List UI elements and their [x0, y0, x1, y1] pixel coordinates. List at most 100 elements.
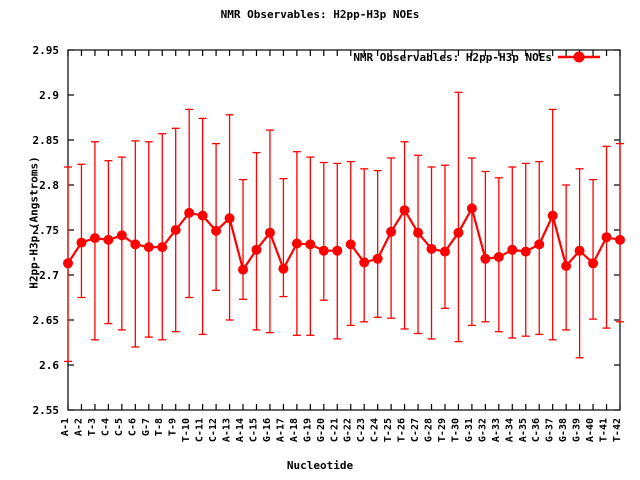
x-tick-label: G-38	[558, 418, 569, 442]
x-tick-label: C-27	[410, 418, 421, 442]
x-tick-label: T-29	[437, 418, 448, 442]
x-tick-label: G-16	[262, 418, 273, 442]
y-axis-ticks: 2.55 2.6 2.65 2.7 2.75 2.8 2.85 2.9 2.95	[33, 44, 620, 417]
y-tick-label: 2.7	[39, 269, 59, 282]
x-tick-label: G-7	[141, 418, 152, 436]
data-point	[588, 258, 599, 269]
data-point	[184, 207, 195, 218]
x-tick-label: G-19	[302, 418, 313, 442]
x-tick-label: C-5	[114, 418, 125, 436]
x-tick-label: G-22	[343, 418, 354, 442]
data-point	[170, 225, 181, 235]
x-tick-label: A-13	[222, 418, 233, 442]
x-tick-label: T-30	[450, 418, 461, 442]
data-point	[211, 225, 222, 236]
x-tick-label: C-24	[370, 418, 381, 442]
x-axis-tick-labels: A-1 A-2 T-3 C-4 C-5 C-6 G-7 T-8 T-9 T-10 C-11 C-12 A…	[60, 418, 623, 442]
data-point	[372, 253, 383, 264]
y-tick-label: 2.6	[39, 359, 59, 372]
chart-legend: NMR Observables: H2pp-H3p NOEs	[353, 51, 600, 64]
data-point	[386, 226, 397, 237]
data-point	[278, 263, 289, 274]
y-tick-label: 2.8	[39, 179, 59, 192]
data-point	[143, 242, 154, 253]
x-tick-label: A-33	[491, 418, 502, 442]
data-point	[197, 210, 208, 221]
x-axis-title: Nucleotide	[286, 459, 354, 472]
x-tick-label: T-9	[168, 418, 179, 436]
y-tick-label: 2.55	[33, 404, 60, 417]
data-line	[67, 205, 621, 273]
y-tick-label: 2.9	[39, 89, 59, 102]
y-tick-label: 2.65	[33, 314, 60, 327]
x-tick-label: G-28	[424, 418, 435, 442]
data-point	[466, 203, 477, 214]
data-point	[426, 243, 437, 254]
x-tick-label: C-21	[329, 418, 340, 442]
data-markers	[63, 203, 625, 275]
x-tick-label: G-32	[477, 418, 488, 442]
data-point	[318, 245, 329, 256]
data-point	[89, 233, 100, 244]
data-point	[615, 234, 625, 245]
x-tick-label: T-41	[599, 418, 610, 442]
x-tick-label: T-26	[397, 418, 408, 442]
data-point	[493, 252, 504, 262]
data-point	[76, 237, 87, 248]
x-tick-label: G-39	[572, 418, 583, 442]
data-point	[116, 230, 127, 241]
data-point	[63, 258, 73, 269]
data-point	[601, 232, 612, 243]
data-point	[534, 239, 545, 250]
data-point	[480, 253, 491, 264]
x-tick-label: C-23	[356, 418, 367, 442]
x-tick-label: G-31	[464, 418, 475, 442]
x-tick-label: C-4	[100, 418, 111, 436]
data-point	[157, 242, 168, 253]
x-tick-label: T-10	[181, 418, 192, 442]
x-tick-label: A-40	[585, 418, 596, 442]
data-point	[238, 264, 249, 275]
x-tick-label: A-18	[289, 418, 300, 442]
x-tick-label: T-25	[383, 418, 394, 442]
data-point	[520, 246, 531, 257]
data-point	[359, 257, 370, 268]
chart-title: NMR Observables: H2pp-H3p NOEs	[220, 8, 420, 21]
data-point	[547, 210, 558, 221]
x-tick-label: C-11	[195, 418, 206, 442]
plot-frame	[67, 49, 621, 411]
data-point	[332, 245, 343, 256]
x-tick-label: A-34	[504, 418, 515, 442]
data-point	[561, 261, 572, 271]
x-tick-label: T-8	[154, 418, 165, 436]
legend-marker-icon	[573, 51, 585, 63]
data-point	[264, 227, 275, 238]
data-point	[439, 246, 450, 257]
x-tick-label: C-36	[531, 418, 542, 442]
data-point	[413, 227, 424, 238]
y-tick-label: 2.95	[33, 44, 60, 57]
x-tick-label: C-12	[208, 418, 219, 442]
y-tick-label: 2.75	[33, 224, 60, 237]
x-tick-label: T-42	[612, 418, 623, 442]
data-point	[305, 239, 316, 250]
data-point	[103, 234, 114, 245]
x-tick-label: G-37	[545, 418, 556, 442]
error-bars	[64, 91, 624, 363]
data-point	[130, 239, 141, 250]
x-tick-label: A-2	[73, 418, 84, 436]
data-point	[224, 213, 235, 224]
data-point	[291, 238, 302, 249]
x-tick-label: C-15	[248, 418, 259, 442]
x-tick-label: A-14	[235, 418, 246, 442]
y-tick-label: 2.85	[33, 134, 60, 147]
x-axis-ticks	[67, 50, 621, 410]
x-tick-label: A-17	[275, 418, 286, 442]
data-point	[345, 239, 356, 250]
x-tick-label: A-35	[518, 418, 529, 442]
legend-label: NMR Observables: H2pp-H3p NOEs	[353, 51, 552, 64]
data-point	[399, 205, 410, 216]
data-point	[574, 245, 585, 256]
